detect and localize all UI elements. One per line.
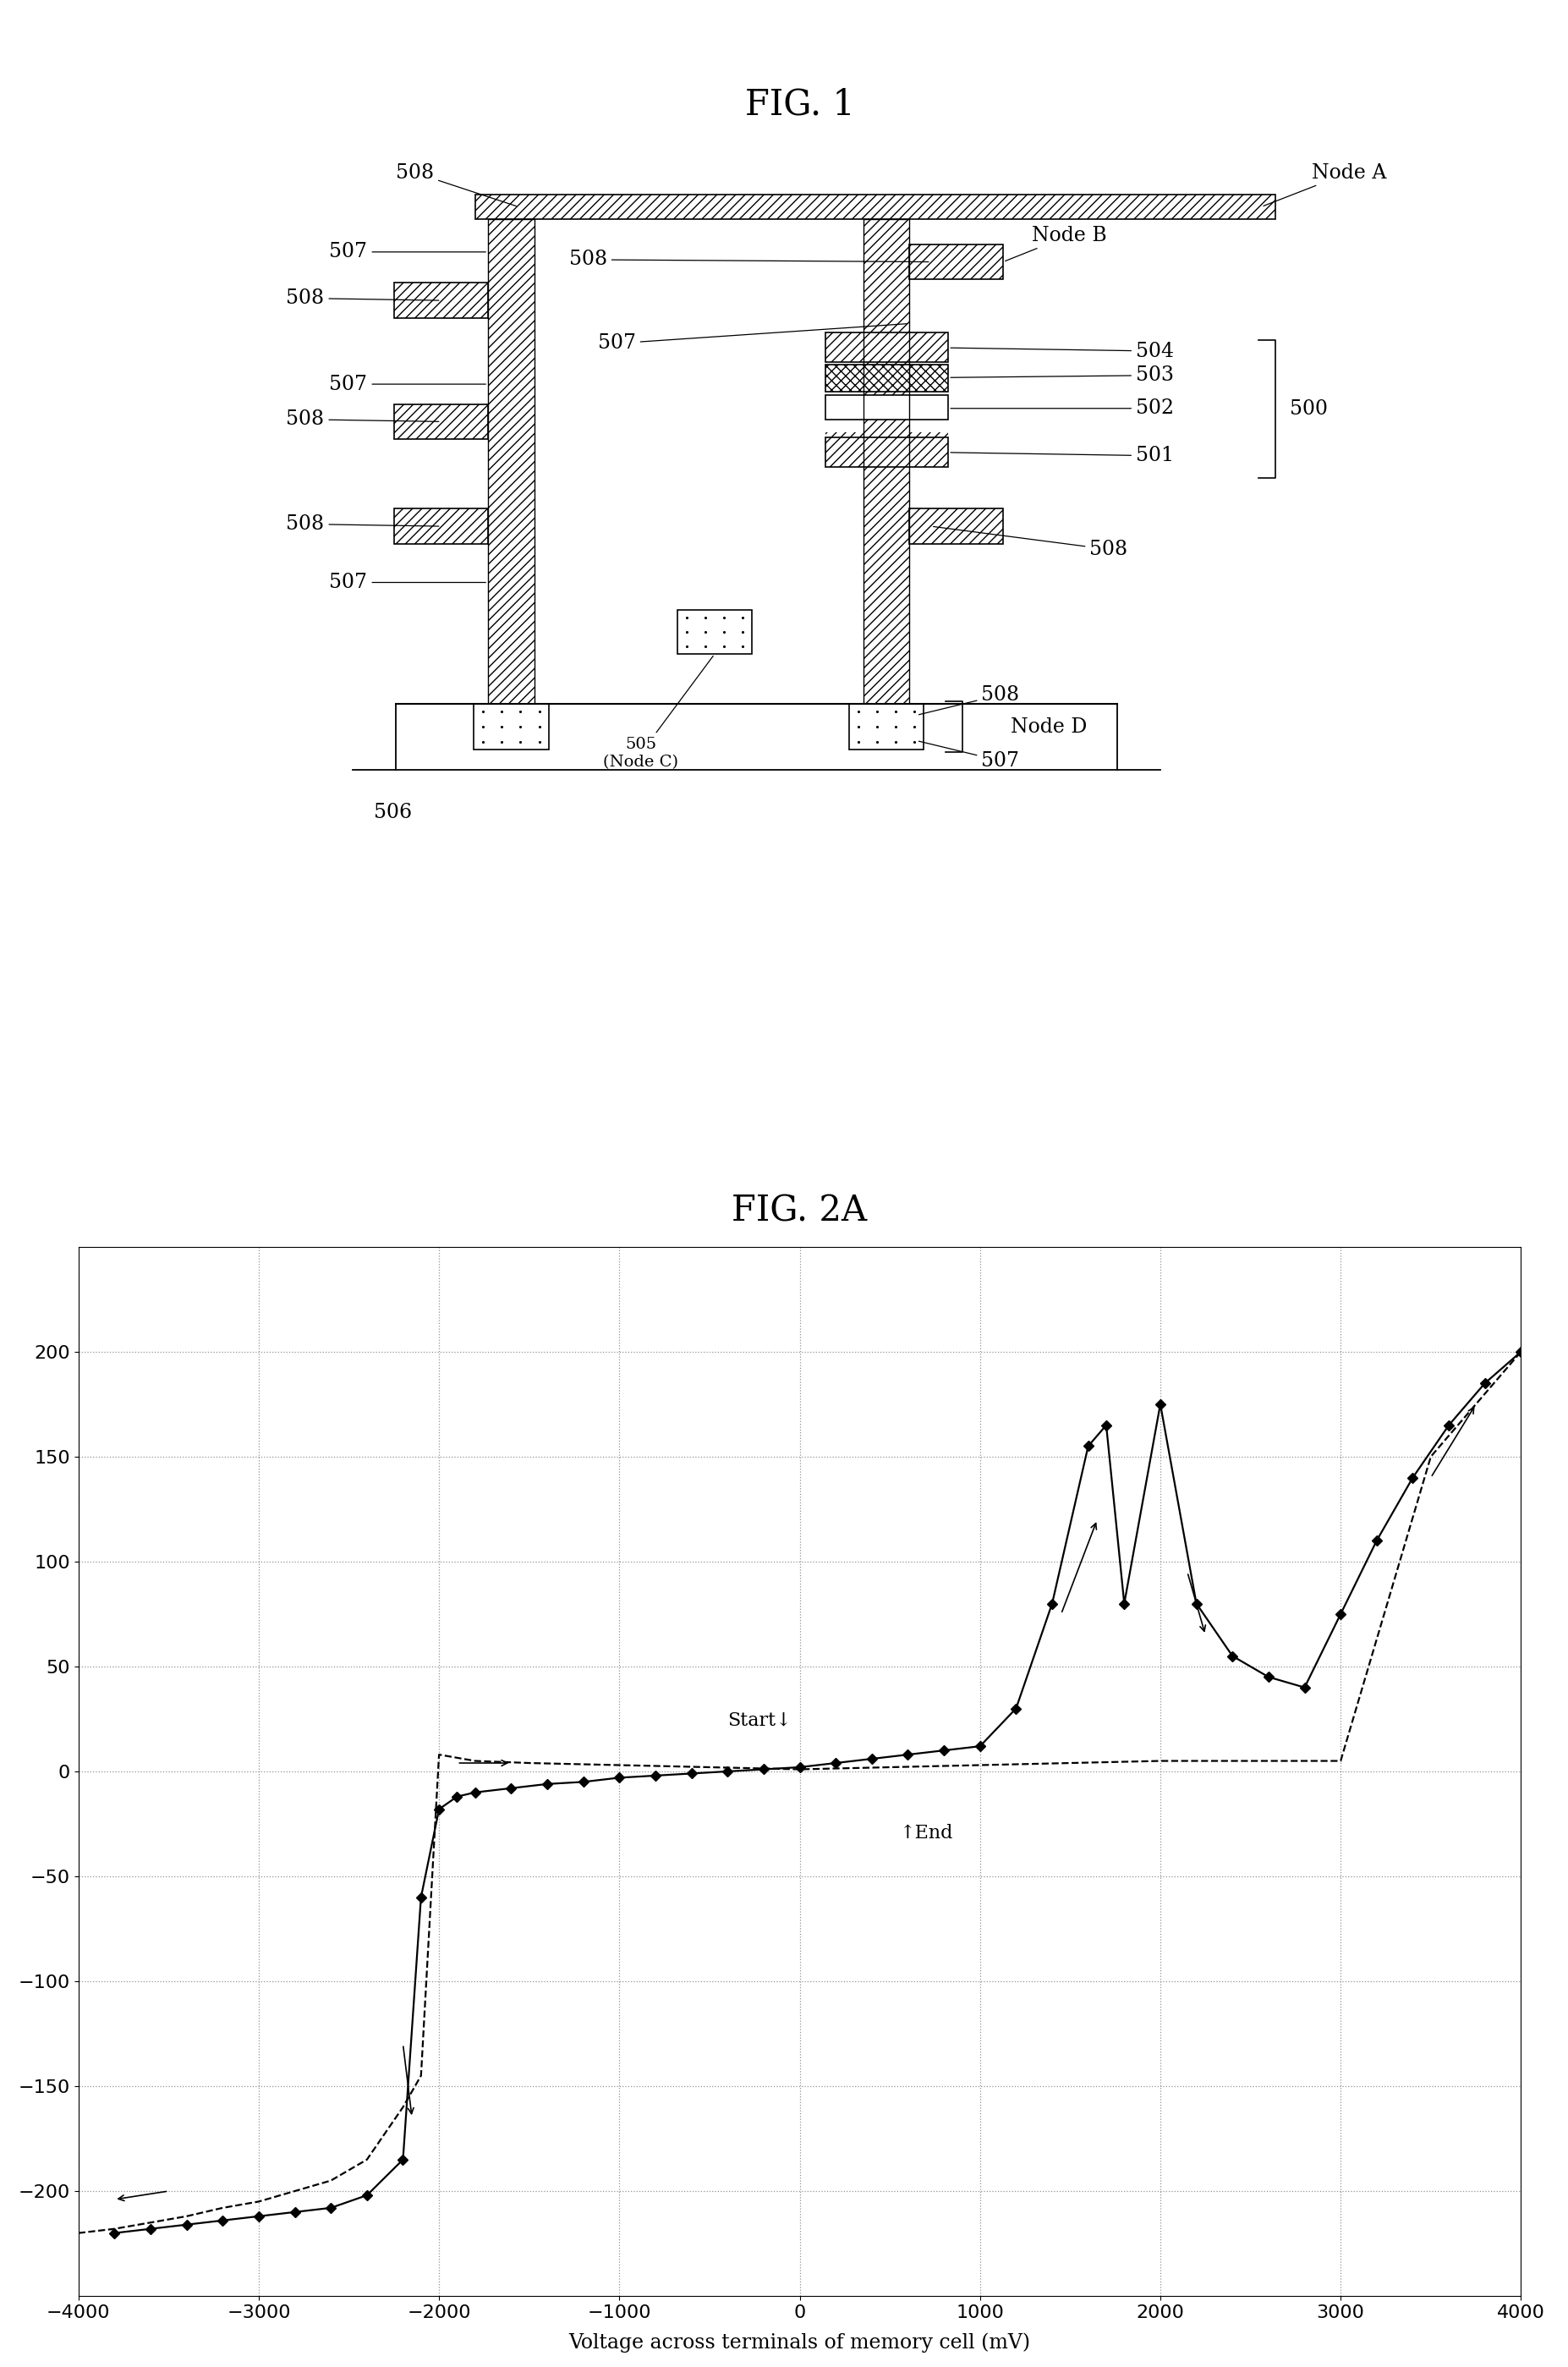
Bar — [488, 218, 535, 703]
Text: 508: 508 — [285, 289, 439, 308]
Bar — [826, 433, 949, 443]
Bar — [909, 509, 1004, 544]
Bar — [826, 331, 949, 362]
Text: 508: 508 — [285, 409, 439, 428]
Text: Node B: Node B — [1005, 225, 1107, 260]
Text: 507: 507 — [597, 324, 906, 353]
Text: 500: 500 — [1290, 400, 1328, 419]
Title: FIG. 2A: FIG. 2A — [732, 1193, 867, 1228]
Bar — [826, 365, 949, 393]
Bar — [862, 218, 909, 703]
Text: 501: 501 — [950, 445, 1174, 466]
Bar — [909, 244, 1004, 279]
Text: Start↓: Start↓ — [728, 1711, 792, 1730]
Text: 507: 507 — [329, 374, 486, 393]
Text: 504: 504 — [950, 341, 1174, 360]
Text: 508: 508 — [569, 251, 928, 270]
Text: 502: 502 — [950, 398, 1174, 419]
Text: FIG. 1: FIG. 1 — [745, 88, 855, 123]
Bar — [474, 703, 549, 750]
X-axis label: Voltage across terminals of memory cell (mV): Voltage across terminals of memory cell … — [569, 2334, 1030, 2353]
Text: Node D: Node D — [1010, 717, 1087, 736]
Bar — [475, 194, 1276, 218]
Bar — [394, 405, 488, 440]
Text: 508: 508 — [919, 684, 1019, 715]
Text: 506: 506 — [375, 802, 412, 821]
Bar — [677, 611, 753, 653]
Text: 507: 507 — [329, 241, 486, 263]
Text: 505
(Node C): 505 (Node C) — [604, 656, 713, 769]
Text: 503: 503 — [950, 365, 1174, 386]
Text: ↑End: ↑End — [898, 1825, 953, 1844]
Bar — [394, 282, 488, 317]
Text: 508: 508 — [285, 514, 439, 535]
Bar — [826, 395, 949, 419]
Bar — [394, 509, 488, 544]
Text: 507: 507 — [919, 741, 1019, 772]
Bar — [862, 218, 909, 703]
Text: 508: 508 — [933, 525, 1127, 559]
Text: Node A: Node A — [1264, 163, 1386, 206]
Text: 508: 508 — [395, 163, 516, 206]
Bar — [826, 438, 949, 466]
Bar — [848, 703, 924, 750]
Text: 507: 507 — [329, 573, 486, 592]
Bar — [488, 218, 535, 703]
